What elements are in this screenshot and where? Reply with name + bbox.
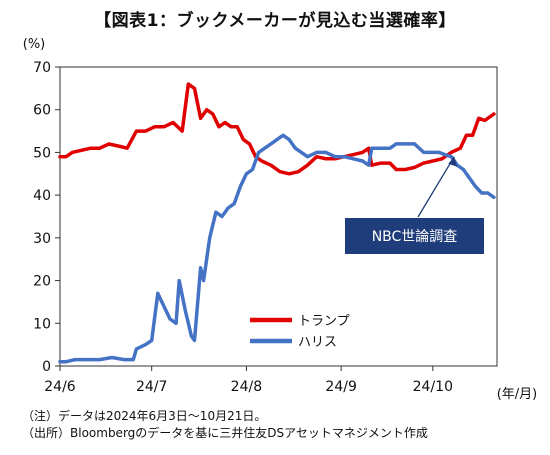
chart-title: 【図表1：ブックメーカーが見込む当選確率】	[94, 11, 456, 31]
x-tick-label: 24/7	[136, 379, 167, 395]
y-tick-label: 30	[33, 231, 51, 247]
legend-label: ハリス	[298, 335, 337, 350]
y-tick-label: 20	[33, 274, 51, 290]
chart-notes: （注）データは2024年6月3日～10月21日。 （出所）Bloombergのデ…	[22, 408, 428, 442]
x-tick-label: 24/8	[231, 379, 262, 395]
annotation-leader	[417, 156, 455, 218]
x-tick-label: 24/10	[413, 379, 453, 395]
annotation-label: NBC世論調査	[372, 229, 458, 245]
y-tick-label: 40	[33, 188, 51, 204]
x-axis-unit: (年/月)	[497, 387, 538, 402]
x-tick-label: 24/9	[325, 379, 356, 395]
y-tick-label: 70	[33, 60, 51, 76]
legend-label: トランプ	[298, 314, 350, 329]
y-tick-label: 60	[33, 103, 51, 119]
y-axis-unit: (%)	[23, 37, 46, 52]
note-period: （注）データは2024年6月3日～10月21日。	[22, 409, 267, 423]
annotation-arrowhead	[448, 156, 458, 167]
y-tick-label: 0	[42, 359, 51, 375]
x-tick-label: 24/6	[44, 379, 76, 395]
annotation-box	[345, 218, 484, 254]
series-line-harris	[58, 133, 496, 364]
y-tick-label: 10	[33, 316, 51, 332]
y-tick-label: 50	[33, 145, 51, 161]
note-source: （出所）Bloombergのデータを基に三井住友DSアセットマネジメント作成	[22, 426, 428, 440]
series-line-trump	[58, 82, 496, 176]
plot-frame	[59, 66, 498, 367]
